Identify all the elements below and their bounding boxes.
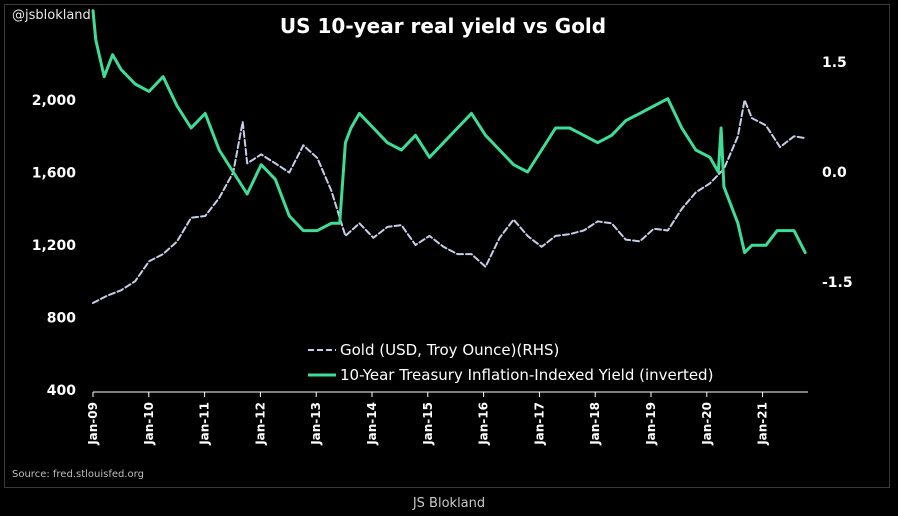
gold-series-line — [92, 99, 807, 304]
y-right-tick-label: 0.0 — [822, 165, 847, 181]
x-tick-label: Jan-12 — [253, 402, 267, 446]
y-left-tick-label: 800 — [47, 311, 76, 327]
author-handle: @jsblokland — [12, 8, 91, 23]
y-left-tick-label: 1,200 — [32, 238, 77, 254]
x-tick-label: Jan-15 — [421, 402, 435, 446]
real-yield-series-line — [91, 9, 807, 255]
y-left-tick-label: 2,000 — [32, 93, 77, 109]
source-note: Source: fred.stlouisfed.org — [12, 469, 144, 480]
y-left-tick-label: 1,600 — [32, 166, 77, 182]
x-tick-label: Jan-09 — [86, 402, 100, 446]
x-tick-label: Jan-19 — [644, 402, 658, 446]
x-tick-label: Jan-18 — [588, 402, 602, 446]
x-tick-label: Jan-17 — [532, 402, 546, 446]
chart-title: US 10-year real yield vs Gold — [279, 14, 607, 38]
legend-real-yield-label: 10-Year Treasury Inflation-Indexed Yield… — [340, 366, 713, 384]
x-tick-label: Jan-10 — [142, 402, 156, 446]
x-tick-label: Jan-11 — [198, 402, 212, 446]
x-tick-label: Jan-20 — [700, 402, 714, 446]
footer-credit: JS Blokland — [412, 496, 486, 511]
x-tick-label: Jan-14 — [365, 402, 379, 446]
x-tick-label: Jan-21 — [756, 402, 770, 446]
legend-gold-label: Gold (USD, Troy Ounce)(RHS) — [340, 341, 559, 359]
x-tick-label: Jan-16 — [477, 402, 491, 446]
y-left-tick-label: 400 — [47, 383, 76, 399]
y-right-tick-label: 1.5 — [822, 55, 847, 71]
x-tick-label: Jan-13 — [309, 402, 323, 446]
y-right-tick-label: -1.5 — [822, 275, 853, 291]
